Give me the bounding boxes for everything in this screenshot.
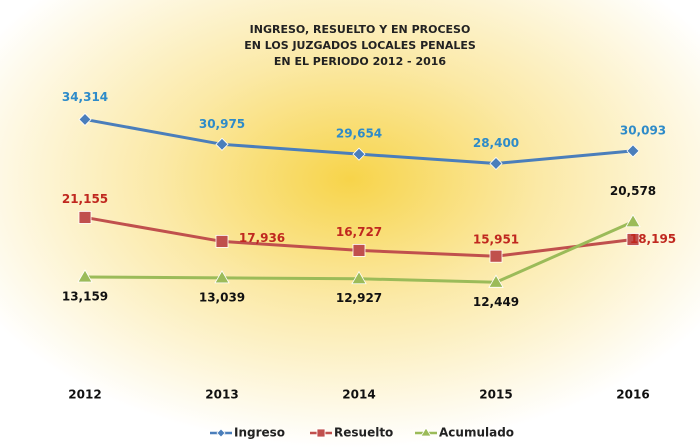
marker — [625, 213, 641, 228]
data-label: 28,400 — [473, 136, 519, 150]
marker — [77, 269, 93, 283]
marker — [352, 147, 366, 161]
legend-label: Resuelto — [334, 426, 393, 440]
marker — [626, 144, 640, 158]
marker — [626, 233, 640, 246]
marker — [78, 211, 92, 224]
marker — [215, 137, 229, 151]
data-label: 18,195 — [630, 232, 676, 246]
marker — [78, 112, 92, 127]
data-label: 30,093 — [620, 123, 666, 137]
legend-label: Ingreso — [234, 426, 285, 440]
x-tick-label: 2013 — [205, 388, 238, 402]
marker — [215, 235, 229, 248]
chart-title: INGRESO, RESUELTO Y EN PROCESO — [250, 23, 471, 36]
data-label: 13,159 — [62, 290, 108, 304]
marker — [489, 156, 503, 171]
data-label: 21,155 — [62, 192, 108, 206]
data-label: 17,936 — [239, 231, 285, 245]
marker — [316, 428, 326, 438]
legend-label: Acumulado — [439, 426, 514, 440]
x-tick-label: 2015 — [479, 388, 512, 402]
data-label: 12,449 — [473, 295, 519, 309]
data-label: 30,975 — [199, 117, 245, 131]
marker — [489, 249, 503, 263]
chart-title: EN EL PERIODO 2012 - 2016 — [274, 55, 447, 68]
x-tick-label: 2012 — [68, 388, 101, 402]
marker — [216, 428, 226, 438]
data-label: 12,927 — [336, 291, 382, 305]
chart-title: EN LOS JUZGADOS LOCALES PENALES — [244, 39, 476, 52]
data-label: 15,951 — [473, 233, 519, 247]
marker — [214, 270, 230, 284]
data-label: 20,578 — [610, 184, 656, 198]
x-tick-label: 2014 — [342, 388, 375, 402]
data-label: 34,314 — [62, 90, 108, 104]
marker — [488, 274, 504, 288]
marker — [420, 427, 432, 437]
x-tick-label: 2016 — [616, 388, 649, 402]
data-label: 16,727 — [336, 225, 382, 239]
data-label: 13,039 — [199, 290, 245, 304]
data-label: 29,654 — [336, 127, 382, 141]
marker — [351, 270, 367, 285]
marker — [352, 244, 366, 257]
